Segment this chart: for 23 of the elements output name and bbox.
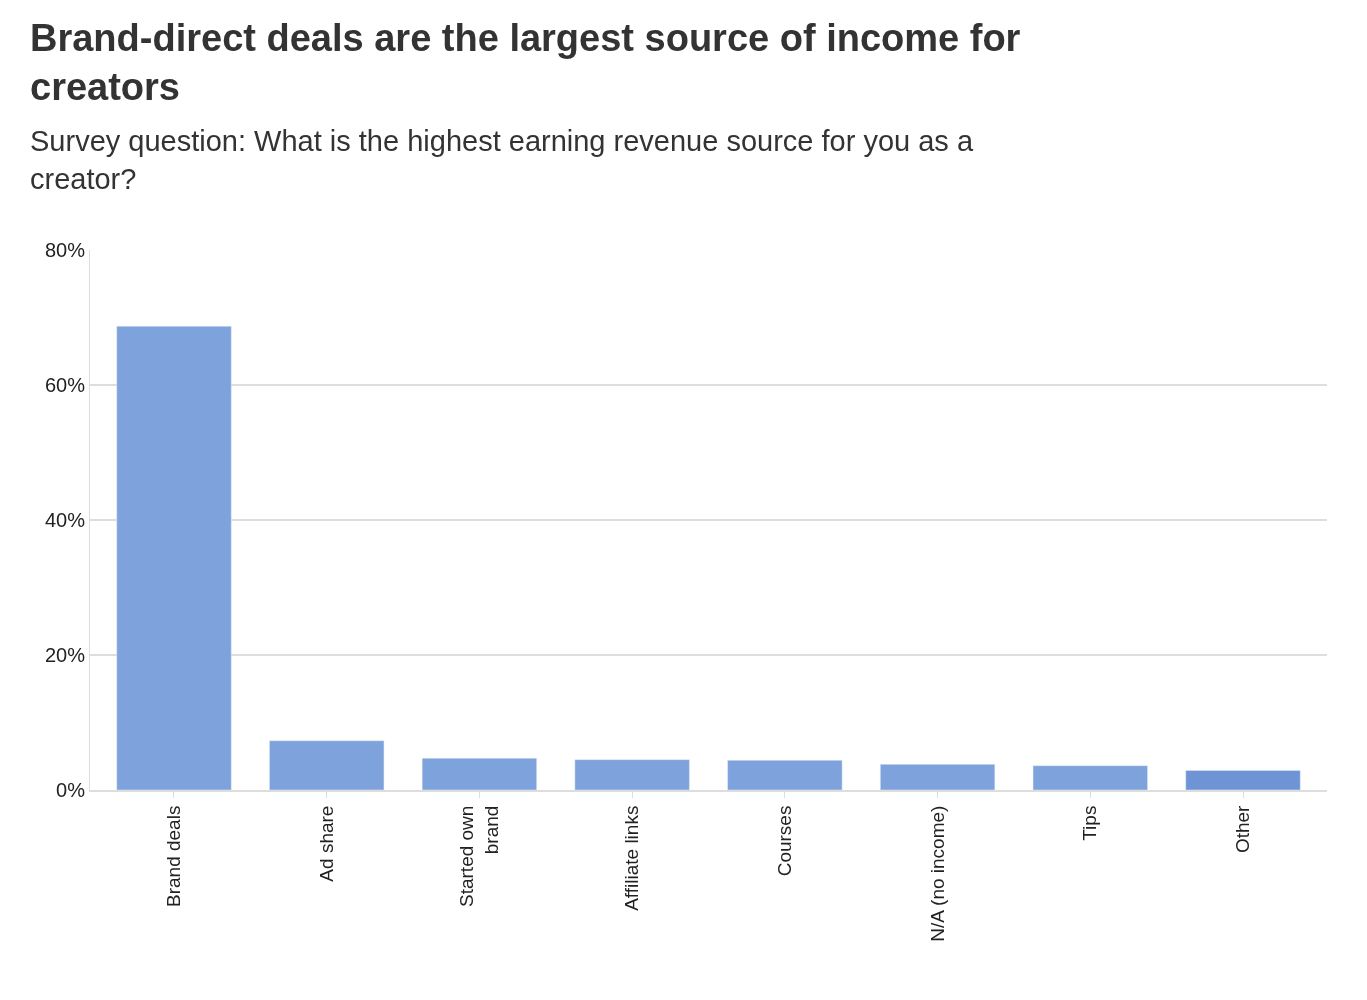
y-tick-label: 80% xyxy=(44,239,86,261)
bar xyxy=(1032,765,1148,790)
chart-title: Brand-direct deals are the largest source of income for creators xyxy=(30,17,1021,109)
y-tick-label: 0% xyxy=(56,779,86,801)
bar xyxy=(574,759,690,790)
x-tick-label: N/A (no income) xyxy=(926,805,948,942)
bar xyxy=(116,326,232,790)
bar xyxy=(880,764,996,790)
x-tick-label: Brand deals xyxy=(163,805,185,908)
y-tick-label: 60% xyxy=(44,374,86,396)
x-tick-label: Courses xyxy=(774,805,796,877)
x-tick-label: Ad share xyxy=(315,805,337,882)
bar xyxy=(421,758,537,790)
bar xyxy=(727,760,843,790)
bar xyxy=(1185,770,1301,790)
x-tick-label: Other xyxy=(1232,804,1254,854)
x-tick-label: Affiliate links xyxy=(621,805,643,911)
x-tick-label: Tips xyxy=(1079,805,1101,841)
bar xyxy=(269,740,385,790)
y-tick-label: 20% xyxy=(44,644,86,666)
y-tick-label: 40% xyxy=(44,509,86,531)
x-tick-label: Started own brand xyxy=(456,805,502,908)
chart-subtitle: Survey question: What is the highest earning revenue source for you as a creator? xyxy=(30,125,974,195)
